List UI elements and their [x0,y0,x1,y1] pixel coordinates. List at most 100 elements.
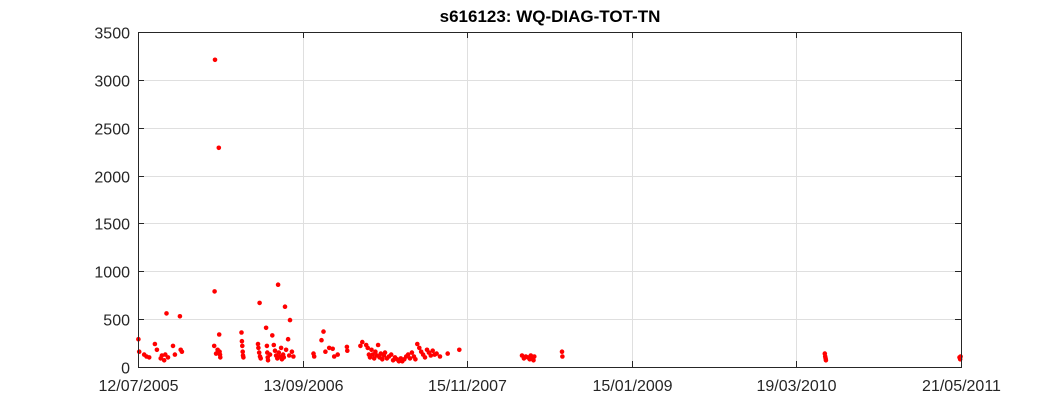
data-point [264,343,270,349]
data-point [165,355,171,360]
data-point [289,349,295,355]
data-point [365,345,371,351]
data-point [211,343,217,349]
data-point [958,354,963,359]
data-point [405,352,411,357]
data-point [434,351,439,356]
data-point [428,353,434,358]
data-point [823,358,829,363]
data-point [170,343,176,349]
data-point [212,289,217,294]
data-point [216,332,222,337]
data-point [172,352,178,357]
data-point [370,352,376,357]
data-point [278,345,284,351]
data-point [256,345,261,351]
y-tick-label: 0 [121,361,130,378]
data-point [360,339,365,345]
data-point [559,349,565,355]
data-point [136,349,142,355]
data-point [285,336,291,342]
data-point [415,341,420,347]
data-point [258,356,264,361]
y-tick-label: 1500 [94,217,130,234]
data-point [291,354,296,359]
data-point [531,358,536,363]
data-point [271,342,277,348]
data-point [532,354,537,359]
data-point [286,353,292,358]
data-point [287,317,293,323]
data-point [326,345,332,351]
data-point [358,343,363,349]
data-point [445,351,451,356]
axis-ticks: 0 500 1000 1500 2000 2500 3000 3500 12/07/2005 13… [94,26,1001,396]
y-tick-label: 500 [103,313,130,330]
data-point [241,355,246,360]
data-point [371,356,377,361]
data-point [213,351,219,356]
x-tick-label: 12/07/2005 [98,378,178,395]
data-point [146,355,152,360]
data-point [152,341,158,347]
data-point [240,343,245,349]
data-point [216,145,222,151]
data-point [283,347,289,353]
data-point [276,350,282,355]
y-tick-label: 3500 [94,26,130,43]
data-point [373,349,378,355]
data-point [369,347,374,353]
data-point [417,345,422,351]
y-tick-label: 2500 [94,122,130,139]
data-point [263,325,269,331]
data-point [380,357,385,362]
data-point [265,358,271,363]
data-point [239,338,245,344]
data-point [409,350,415,355]
data-point [272,348,278,354]
data-point [319,337,324,343]
y-tick-label: 3000 [94,74,130,91]
data-point [321,329,326,334]
data-point [281,355,287,360]
data-point [457,347,462,353]
plot-area-frame [138,32,962,368]
data-point [282,304,288,310]
data-point [179,349,185,355]
x-tick-label: 15/11/2007 [428,378,507,395]
data-point [560,354,565,359]
data-point [275,282,281,288]
data-point [177,314,183,319]
data-point [430,348,436,354]
y-tick-label: 1000 [94,265,130,282]
data-point [323,349,328,355]
data-points [136,57,963,364]
x-tick-label: 21/05/2011 [922,378,1001,395]
data-point [382,350,388,355]
data-point [388,352,394,357]
data-point [161,358,167,363]
data-point [345,348,350,354]
x-tick-label: 13/09/2006 [263,378,343,395]
data-point [240,349,245,355]
data-point [422,355,428,360]
data-point [407,356,413,361]
data-point [375,342,381,348]
data-point [255,341,261,347]
data-point [257,300,262,306]
data-point [311,354,317,359]
data-point [267,352,273,357]
grid-layer [138,32,961,367]
data-point [335,352,341,357]
data-point [270,333,275,338]
data-point [217,349,222,355]
data-point [256,350,262,355]
data-point [212,57,218,63]
data-point [239,330,244,335]
chart-title: s616123: WQ-DIAG-TOT-TN [440,7,661,26]
data-point [437,354,443,359]
x-tick-label: 19/03/2010 [756,378,836,395]
data-point [413,357,418,362]
data-point [344,344,350,350]
